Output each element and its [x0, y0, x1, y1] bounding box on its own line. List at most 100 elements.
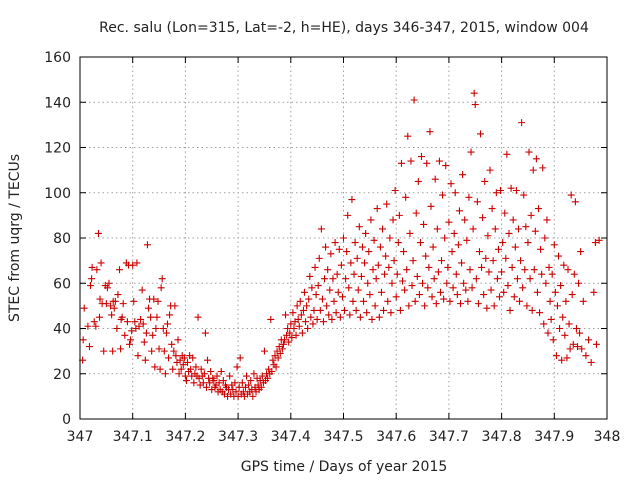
data-point: [529, 166, 537, 174]
data-point: [449, 284, 457, 292]
data-point: [458, 259, 466, 267]
data-point: [338, 293, 346, 301]
data-point: [141, 356, 149, 364]
data-point: [113, 325, 121, 332]
data-point: [260, 347, 268, 355]
data-point: [507, 184, 515, 192]
data-point: [539, 164, 547, 172]
data-point: [88, 275, 96, 283]
data-point: [174, 336, 182, 344]
data-point: [170, 347, 178, 355]
data-point: [245, 381, 253, 389]
x-tick-label: 347.3: [218, 429, 258, 445]
data-point: [315, 254, 323, 262]
data-point: [187, 365, 195, 373]
data-point: [504, 282, 512, 290]
data-point: [591, 239, 599, 247]
x-tick-label: 347.1: [113, 429, 153, 445]
data-point: [330, 297, 338, 305]
data-point: [197, 365, 205, 373]
data-point: [432, 300, 440, 308]
data-point: [200, 370, 208, 378]
data-point: [179, 361, 187, 369]
data-point: [435, 157, 443, 165]
data-point: [407, 157, 415, 165]
data-point: [548, 270, 556, 278]
data-point: [533, 288, 541, 296]
data-point: [147, 313, 155, 321]
data-point: [303, 302, 311, 310]
data-point: [427, 202, 435, 210]
data-point: [373, 205, 381, 213]
data-point: [443, 279, 451, 287]
data-point: [314, 282, 322, 290]
data-point: [226, 372, 234, 380]
data-point: [341, 306, 349, 314]
data-point: [390, 257, 398, 265]
data-point: [433, 225, 441, 233]
data-point: [264, 374, 272, 382]
data-point: [460, 279, 468, 287]
data-point: [558, 356, 566, 364]
data-point: [556, 325, 564, 332]
data-point: [375, 313, 383, 321]
data-point: [189, 354, 197, 362]
data-point: [562, 297, 570, 305]
data-point: [526, 275, 534, 283]
data-point: [140, 338, 148, 346]
data-point: [93, 266, 101, 274]
data-point: [325, 311, 333, 319]
data-point: [155, 345, 163, 353]
data-point: [282, 311, 290, 319]
data-point: [480, 291, 488, 299]
data-point: [201, 329, 209, 337]
data-point: [356, 313, 364, 321]
data-point: [493, 275, 501, 283]
data-point: [90, 318, 98, 326]
data-point: [363, 309, 371, 317]
data-point: [371, 302, 379, 310]
data-point: [331, 239, 339, 247]
data-point: [337, 261, 345, 269]
data-point: [145, 304, 153, 312]
data-point: [133, 259, 141, 267]
data-point: [386, 234, 394, 242]
data-point: [455, 207, 463, 215]
data-point: [516, 297, 524, 305]
data-point: [483, 304, 491, 312]
data-point: [542, 279, 550, 287]
data-point: [517, 257, 525, 265]
data-point: [518, 119, 526, 127]
data-point: [172, 352, 180, 360]
data-point: [377, 288, 385, 296]
data-point: [269, 356, 277, 364]
data-point: [582, 352, 590, 360]
data-point: [139, 320, 147, 328]
data-point: [353, 254, 361, 262]
data-point: [85, 343, 93, 351]
data-point: [545, 263, 553, 271]
data-point: [537, 245, 545, 253]
data-point: [441, 234, 449, 242]
data-point: [344, 211, 352, 219]
data-point: [541, 234, 549, 242]
data-point: [243, 372, 251, 380]
data-point: [92, 322, 100, 330]
data-point: [88, 263, 96, 271]
data-point: [592, 340, 600, 348]
data-point: [175, 370, 183, 378]
data-point: [165, 354, 173, 362]
data-point: [559, 313, 567, 321]
data-point: [434, 268, 442, 276]
data-point: [286, 329, 294, 337]
data-point: [127, 336, 135, 344]
data-point: [564, 266, 572, 274]
data-point: [215, 379, 223, 387]
data-point: [523, 302, 531, 310]
data-point: [333, 270, 341, 278]
data-point: [403, 266, 411, 274]
data-point: [400, 248, 408, 256]
data-point: [327, 250, 335, 258]
data-point: [321, 275, 329, 283]
data-point: [446, 297, 454, 305]
